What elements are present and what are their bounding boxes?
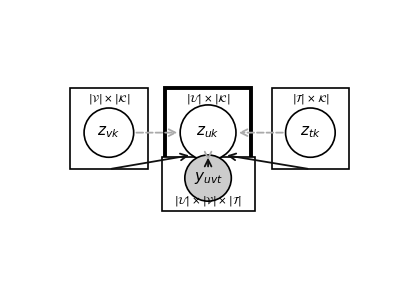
Text: $|\mathcal{U}|\times|\mathcal{V}|\times|\mathcal{T}|$: $|\mathcal{U}|\times|\mathcal{V}|\times|… — [174, 194, 241, 208]
Bar — [161, 157, 254, 211]
Text: $z_{tk}$: $z_{tk}$ — [299, 125, 320, 141]
Bar — [70, 88, 147, 169]
Ellipse shape — [180, 105, 235, 160]
Bar — [165, 88, 250, 169]
Ellipse shape — [184, 155, 231, 201]
Text: $y_{uvt}$: $y_{uvt}$ — [193, 170, 222, 186]
Text: $z_{vk}$: $z_{vk}$ — [97, 125, 120, 141]
Bar — [271, 88, 348, 169]
Ellipse shape — [285, 108, 335, 157]
Text: $z_{uk}$: $z_{uk}$ — [196, 125, 219, 141]
Text: $|\mathcal{T}|\times\mathcal{K}|$: $|\mathcal{T}|\times\mathcal{K}|$ — [291, 92, 328, 106]
Text: $|\mathcal{U}|\times|\mathcal{K}|$: $|\mathcal{U}|\times|\mathcal{K}|$ — [185, 92, 230, 106]
Ellipse shape — [84, 108, 133, 157]
Text: $|\mathcal{V}|\times|\mathcal{K}|$: $|\mathcal{V}|\times|\mathcal{K}|$ — [87, 92, 130, 106]
